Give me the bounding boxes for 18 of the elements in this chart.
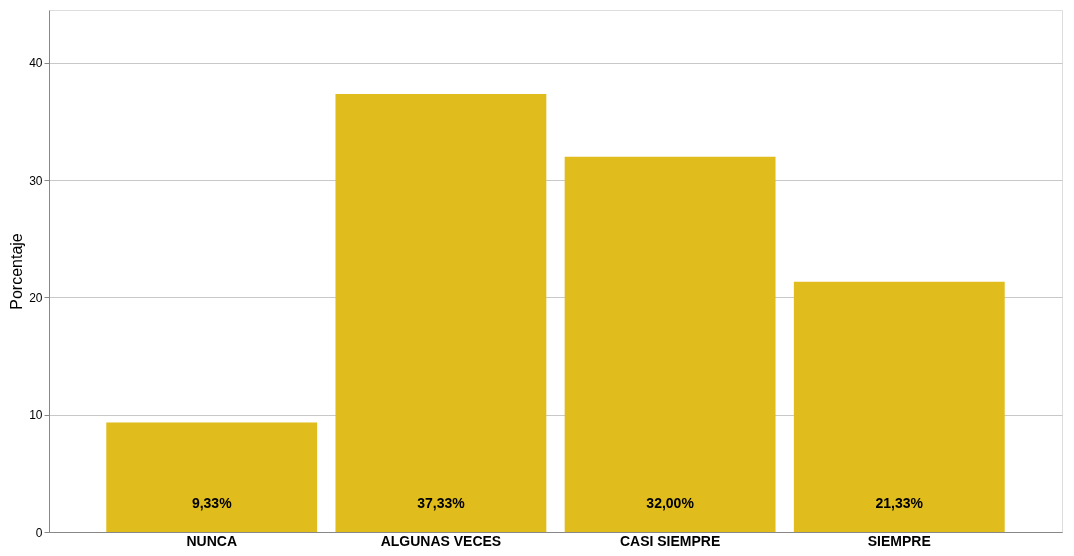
data-label: 32,00% — [646, 495, 695, 511]
data-label: 9,33% — [191, 495, 233, 511]
x-tick-label: ALGUNAS VECES — [380, 532, 502, 549]
x-tick-label: CASI SIEMPRE — [619, 532, 721, 549]
x-tick-label: NUNCA — [186, 532, 237, 549]
data-label: 21,33% — [875, 495, 924, 511]
x-tick-label: SIEMPRE — [867, 532, 931, 549]
y-tick-label: 10 — [29, 408, 43, 423]
y-tick-label: 30 — [29, 173, 43, 188]
data-label: 37,33% — [417, 495, 466, 511]
bar — [335, 94, 547, 532]
y-axis-title: Porcentaje — [8, 233, 26, 310]
y-tick-label: 0 — [35, 525, 43, 540]
bar — [106, 422, 318, 532]
y-tick-label: 20 — [29, 290, 43, 305]
y-tick-label: 40 — [29, 56, 43, 71]
bar — [793, 281, 1005, 532]
bar — [564, 156, 776, 532]
